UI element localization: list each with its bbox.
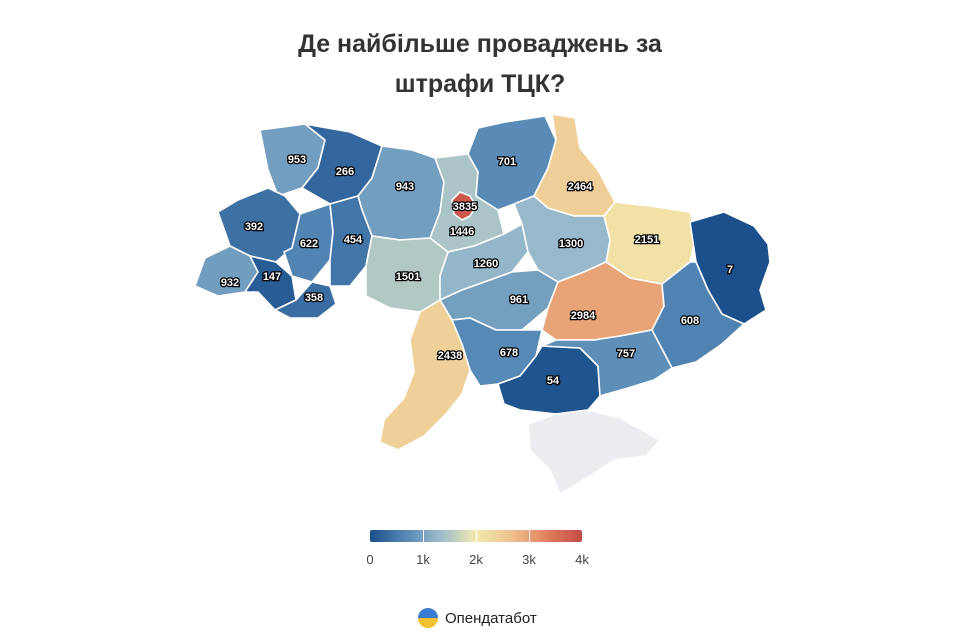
brand-name: Опендатабот bbox=[445, 609, 537, 627]
region-value-kharkiv: 2151 bbox=[635, 234, 659, 246]
region-value-chernihiv: 701 bbox=[498, 156, 516, 168]
region-value-kyiv-city: 3835 bbox=[453, 201, 477, 213]
color-legend: 0 1k 2k 3k 4k bbox=[366, 530, 589, 570]
region-value-khmelnytskyi: 454 bbox=[344, 234, 363, 246]
region-value-ivano-frankivsk: 147 bbox=[263, 271, 281, 283]
legend-separator bbox=[423, 530, 424, 542]
region-value-volyn: 953 bbox=[288, 154, 306, 166]
legend-tick-label: 4k bbox=[575, 552, 589, 567]
region-value-zaporizhzhia: 757 bbox=[617, 348, 635, 360]
legend-tick-label: 1k bbox=[416, 552, 430, 567]
region-value-luhansk: 7 bbox=[727, 264, 733, 276]
region-donetsk[interactable] bbox=[651, 261, 745, 369]
region-value-donetsk: 608 bbox=[681, 315, 699, 327]
legend-tick-label: 3k bbox=[522, 552, 536, 567]
legend-separator bbox=[476, 530, 477, 542]
region-kyiv-city[interactable] bbox=[451, 191, 477, 221]
legend-ticks: 0 1k 2k 3k 4k bbox=[366, 552, 588, 570]
legend-tick-label: 2k bbox=[469, 552, 483, 567]
region-zaporizhzhia[interactable] bbox=[541, 329, 673, 397]
region-value-mykolaiv: 678 bbox=[500, 347, 518, 359]
region-value-lviv: 392 bbox=[245, 221, 263, 233]
region-value-kirovohrad: 961 bbox=[510, 294, 528, 306]
region-value-cherkasy: 1260 bbox=[474, 258, 498, 270]
region-value-vinnytsia: 1501 bbox=[396, 271, 420, 283]
region-khmelnytskyi[interactable] bbox=[329, 195, 373, 287]
region-value-rivne: 266 bbox=[336, 166, 354, 178]
labels-layer: 953 266 943 1446 3835 701 2464 2151 7 392 622 454 93… bbox=[220, 153, 735, 389]
legend-tick-label: 0 bbox=[366, 552, 374, 567]
region-crimea[interactable] bbox=[527, 409, 661, 495]
region-value-sumy: 2464 bbox=[568, 181, 593, 193]
region-value-odesa: 2438 bbox=[438, 350, 462, 362]
chart-title: Де найбільше проваджень за штрафи ТЦК? bbox=[0, 24, 960, 104]
region-chernivtsi[interactable] bbox=[274, 281, 337, 319]
region-value-dnipropetrovsk: 2984 bbox=[571, 310, 596, 322]
region-value-ternopil: 622 bbox=[300, 238, 318, 250]
region-value-kherson: 54 bbox=[547, 375, 560, 387]
legend-separator bbox=[529, 530, 530, 542]
region-value-chernivtsi: 358 bbox=[305, 292, 323, 304]
legend-gradient-bar bbox=[370, 530, 582, 542]
chart-title-line-2: штрафи ТЦК? bbox=[394, 70, 566, 98]
region-value-kyiv-oblast: 1446 bbox=[450, 226, 474, 238]
opendatabot-logo-icon bbox=[418, 608, 438, 628]
chart-title-line-1: Де найбільше проваджень за bbox=[298, 30, 662, 58]
region-value-zakarpattia: 932 bbox=[221, 277, 239, 289]
brand: Опендатабот bbox=[417, 606, 537, 630]
region-value-poltava: 1300 bbox=[559, 238, 583, 250]
region-value-zhytomyr: 943 bbox=[396, 181, 414, 193]
regions-layer bbox=[194, 113, 771, 495]
